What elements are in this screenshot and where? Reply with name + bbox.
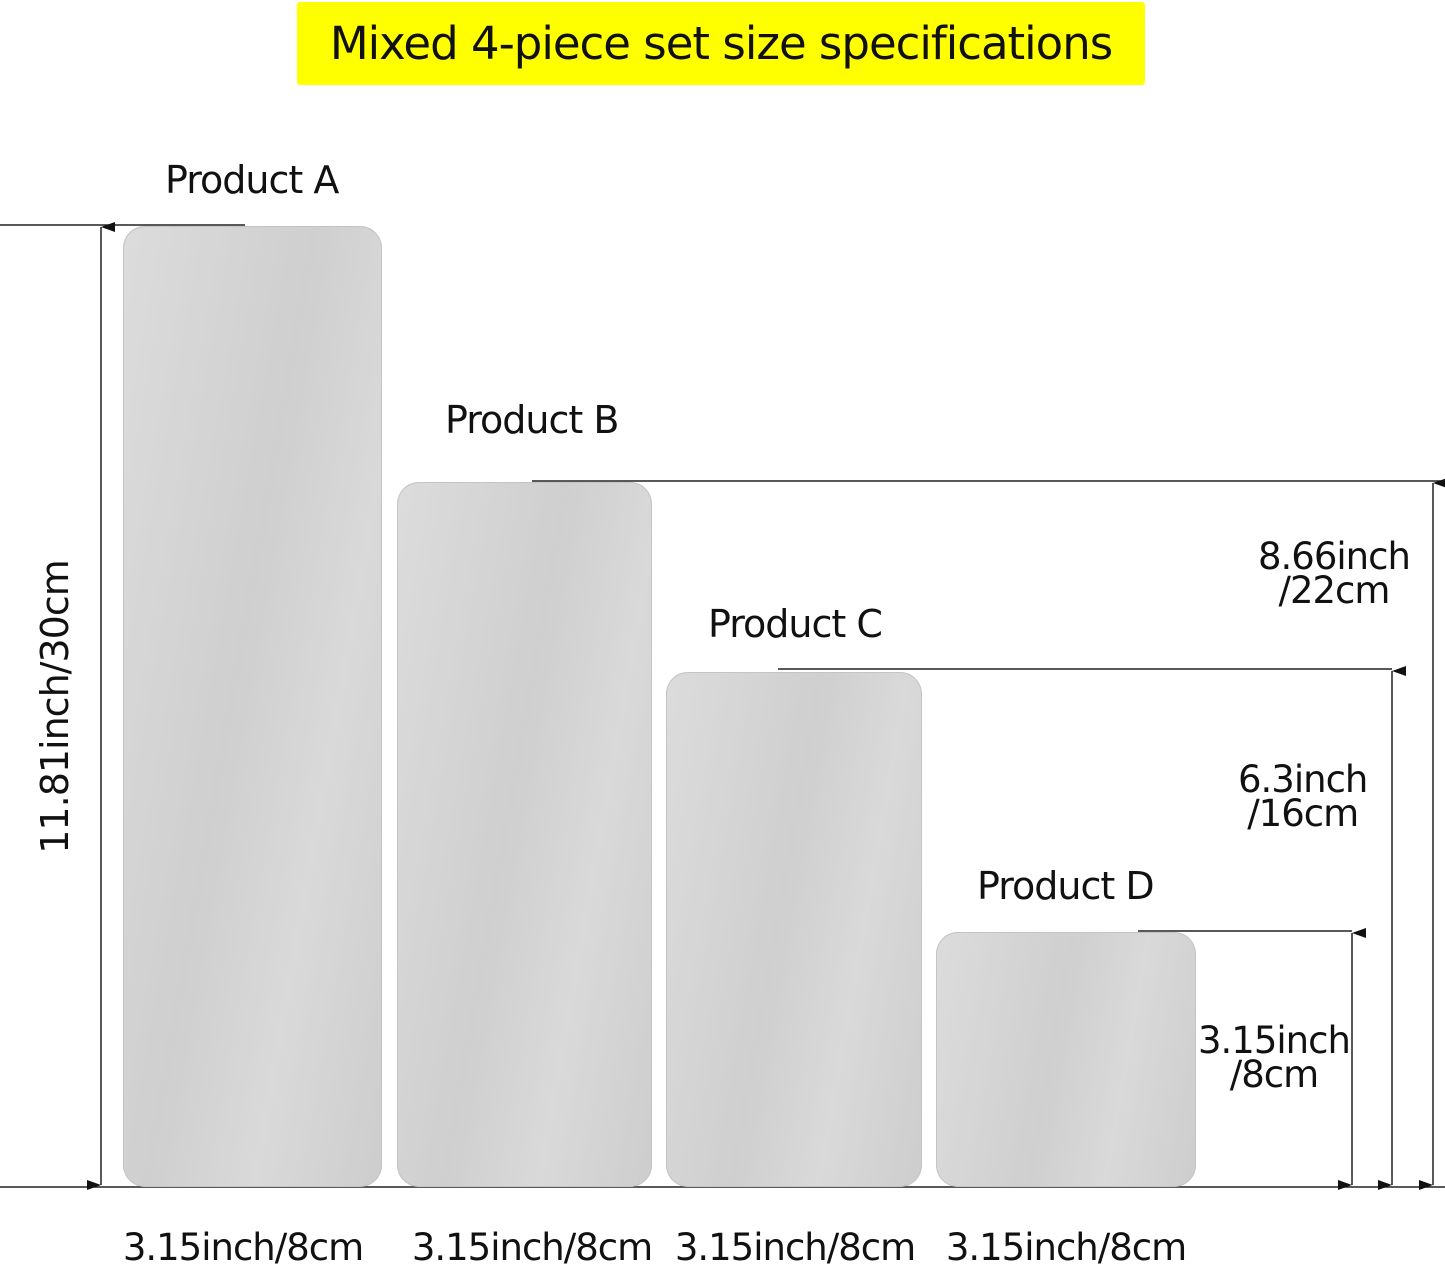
plate-b <box>397 482 652 1187</box>
product-a-label: Product A <box>165 158 339 202</box>
height-b-inch: 8.66inch <box>1258 535 1411 578</box>
width-b-label: 3.15inch/8cm <box>411 1226 653 1264</box>
height-b-cm: /22cm <box>1278 569 1390 612</box>
height-c-label: 6.3inch /16cm <box>1238 758 1368 835</box>
height-c-cm: /16cm <box>1247 792 1359 835</box>
height-d-inch: 3.15inch <box>1198 1019 1351 1062</box>
plate-c <box>666 672 922 1187</box>
height-d-label: 3.15inch /8cm <box>1198 1019 1351 1096</box>
height-d-cm: /8cm <box>1229 1053 1319 1096</box>
height-c-inch: 6.3inch <box>1238 758 1368 801</box>
product-d-label: Product D <box>977 864 1155 908</box>
height-b-label: 8.66inch /22cm <box>1258 535 1411 612</box>
height-a-label: 11.81inch/30cm <box>33 560 77 854</box>
plate-d <box>936 932 1196 1187</box>
product-c-label: Product C <box>708 602 883 646</box>
width-d-label: 3.15inch/8cm <box>945 1226 1187 1264</box>
width-c-label: 3.15inch/8cm <box>674 1226 916 1264</box>
title-banner: Mixed 4-piece set size specifications <box>297 2 1145 85</box>
width-a-label: 3.15inch/8cm <box>122 1226 364 1264</box>
plate-a <box>123 226 382 1187</box>
product-b-label: Product B <box>445 398 619 442</box>
